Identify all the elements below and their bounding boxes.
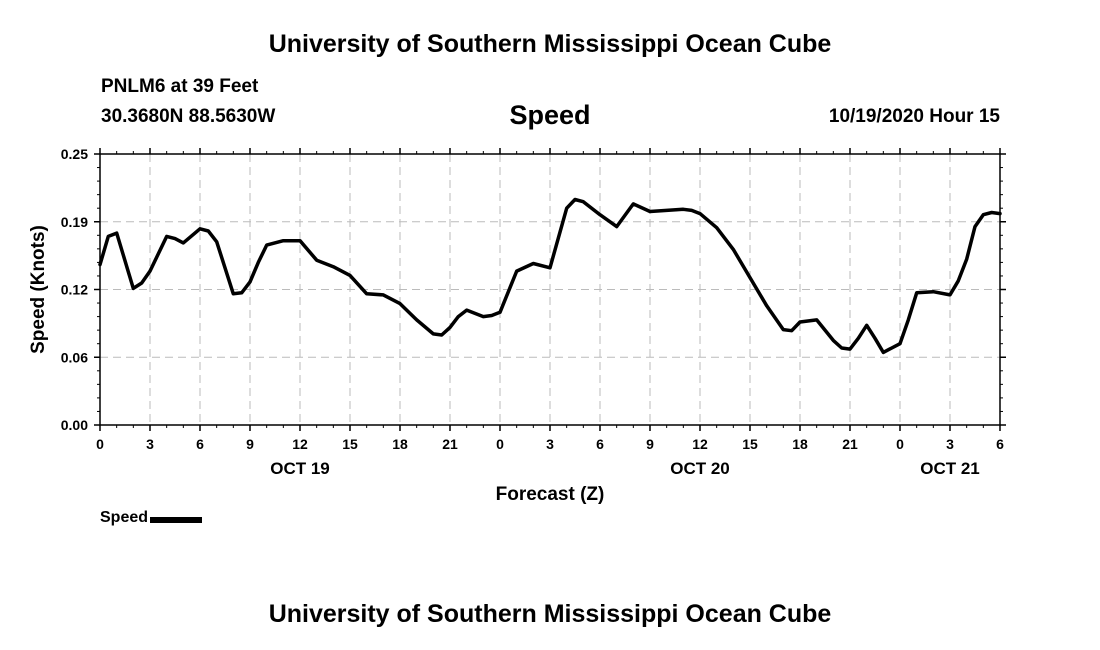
x-tick-label: 3 [146,436,154,452]
y-tick-label: 0.00 [61,417,88,433]
x-tick-label: 18 [792,436,808,452]
x-tick-label: 12 [692,436,708,452]
plot-frame [99,153,1001,426]
speed-series-line [98,197,1002,355]
x-tick-label: 3 [546,436,554,452]
x-axis-title: Forecast (Z) [496,484,605,505]
x-tick-label: 18 [392,436,408,452]
day-label: OCT 20 [670,459,730,478]
x-tick-label: 15 [342,436,358,452]
legend: Speed [100,509,203,527]
day-labels: OCT 19 OCT 20 OCT 21 [270,459,980,478]
y-tick-label: 0.25 [61,146,88,162]
chart-title: University of Southern Mississippi Ocean… [268,30,832,58]
x-tick-label: 6 [596,436,604,452]
x-tick-label: 0 [896,436,904,452]
x-tick-label: 0 [496,436,504,452]
x-tick-label: 12 [292,436,308,452]
y-tick-label: 0.19 [61,214,88,230]
x-tick-label: 15 [742,436,758,452]
legend-swatch [150,517,203,523]
coordinates-label: 30.3680N 88.5630W [101,106,276,127]
station-label: PNLM6 at 39 Feet [101,76,259,97]
major-ticks [94,148,1006,431]
y-tick-label: 0.06 [61,349,88,365]
x-tick-labels: 0 3 6 9 12 15 18 21 0 3 6 9 12 15 18 21 0 3 6 [96,436,1004,452]
x-tick-label: 21 [842,436,858,452]
y-tick-labels: 0.00 0.06 0.12 0.19 0.25 [61,146,88,433]
x-tick-label: 6 [996,436,1004,452]
footer-title: University of Southern Mississippi Ocean… [268,600,832,628]
grid-lines [100,154,1000,425]
x-tick-label: 21 [442,436,458,452]
x-tick-label: 6 [196,436,204,452]
x-tick-label: 3 [946,436,954,452]
x-tick-label: 0 [96,436,104,452]
y-axis-title: Speed (Knots) [28,225,49,354]
x-tick-label: 9 [646,436,654,452]
x-tick-label: 9 [246,436,254,452]
issued-time-label: 10/19/2020 Hour 15 [828,106,1000,127]
day-label: OCT 19 [270,459,330,478]
y-tick-label: 0.12 [61,282,88,298]
legend-label: Speed [100,509,149,526]
chart-subtitle: Speed [509,100,591,130]
day-label: OCT 21 [920,459,980,478]
